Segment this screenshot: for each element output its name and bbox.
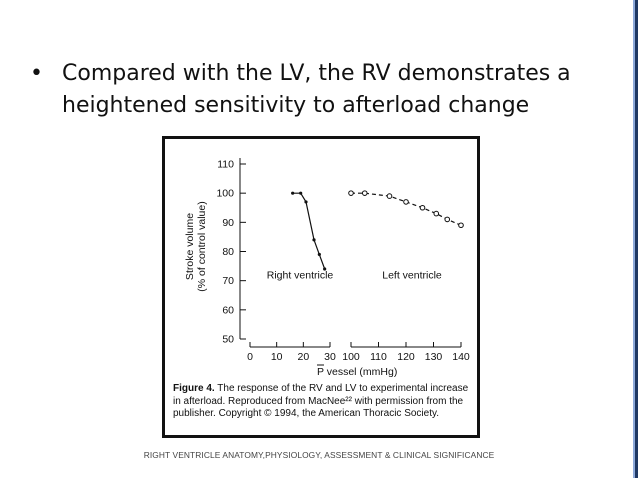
lv-series-line <box>351 192 462 226</box>
y-axis-title-line1: Stroke volume <box>184 213 196 280</box>
rv-data-point <box>304 200 308 204</box>
lv-data-point <box>458 222 464 229</box>
y-tick-label: 100 <box>216 188 234 200</box>
y-tick-label: 60 <box>222 304 234 316</box>
x-tick-label: 120 <box>397 351 415 363</box>
x-tick-label: 10 <box>271 351 283 363</box>
edge-bar-light <box>633 0 635 478</box>
lv-data-point <box>386 193 393 199</box>
rv-data-point <box>299 191 303 195</box>
x-tick-label: 130 <box>425 351 443 363</box>
bullet-point: • Compared with the LV, the RV demonstra… <box>30 58 610 122</box>
bullet-symbol: • <box>30 61 43 86</box>
lv-data-point <box>403 199 409 205</box>
x-tick-label: 110 <box>370 351 387 363</box>
y-tick-label: 90 <box>222 217 234 229</box>
y-tick-label: 110 <box>217 159 234 171</box>
bullet-text: Compared with the LV, the RV demonstrate… <box>62 61 571 118</box>
slide-footer: RIGHT VENTRICLE ANATOMY,PHYSIOLOGY, ASSE… <box>143 450 495 460</box>
lv-data-point <box>444 216 451 223</box>
rv-data-point <box>291 191 295 195</box>
figure-panel: 50 60 70 80 90 100 110 Stroke volume (% of contr… <box>162 136 480 438</box>
figure-caption: Figure 4. The response of the RV and LV … <box>173 383 473 421</box>
lv-data-point <box>433 210 440 217</box>
lv-data-point <box>348 190 354 196</box>
caption-label: Figure 4. <box>173 383 215 394</box>
y-tick-label: 80 <box>222 246 234 258</box>
lv-data-point <box>419 204 426 211</box>
x-tick-label: 30 <box>324 351 336 363</box>
x-tick-label: 20 <box>297 351 309 363</box>
rv-data-point <box>317 252 321 257</box>
x-tick-label: 100 <box>342 351 360 363</box>
caption-text: The response of the RV and LV to experim… <box>173 383 469 419</box>
rv-series-line <box>292 192 326 270</box>
lv-series-label: Left ventricle <box>382 270 442 282</box>
rv-data-point <box>312 238 316 242</box>
rv-series-label: Right ventricle <box>267 270 334 282</box>
edge-bar-dark <box>635 0 638 478</box>
lv-data-point <box>361 190 368 196</box>
y-tick-label: 50 <box>222 334 234 346</box>
y-axis-title-line2: (% of control value) <box>196 201 208 291</box>
x-axis-title: P vessel (mmHg) <box>317 366 397 378</box>
x-tick-label: 0 <box>247 351 253 363</box>
rv-data-point <box>323 267 327 271</box>
x-tick-label: 140 <box>452 351 470 363</box>
slide-edge-bar <box>633 0 638 478</box>
y-tick-label: 70 <box>222 275 234 287</box>
